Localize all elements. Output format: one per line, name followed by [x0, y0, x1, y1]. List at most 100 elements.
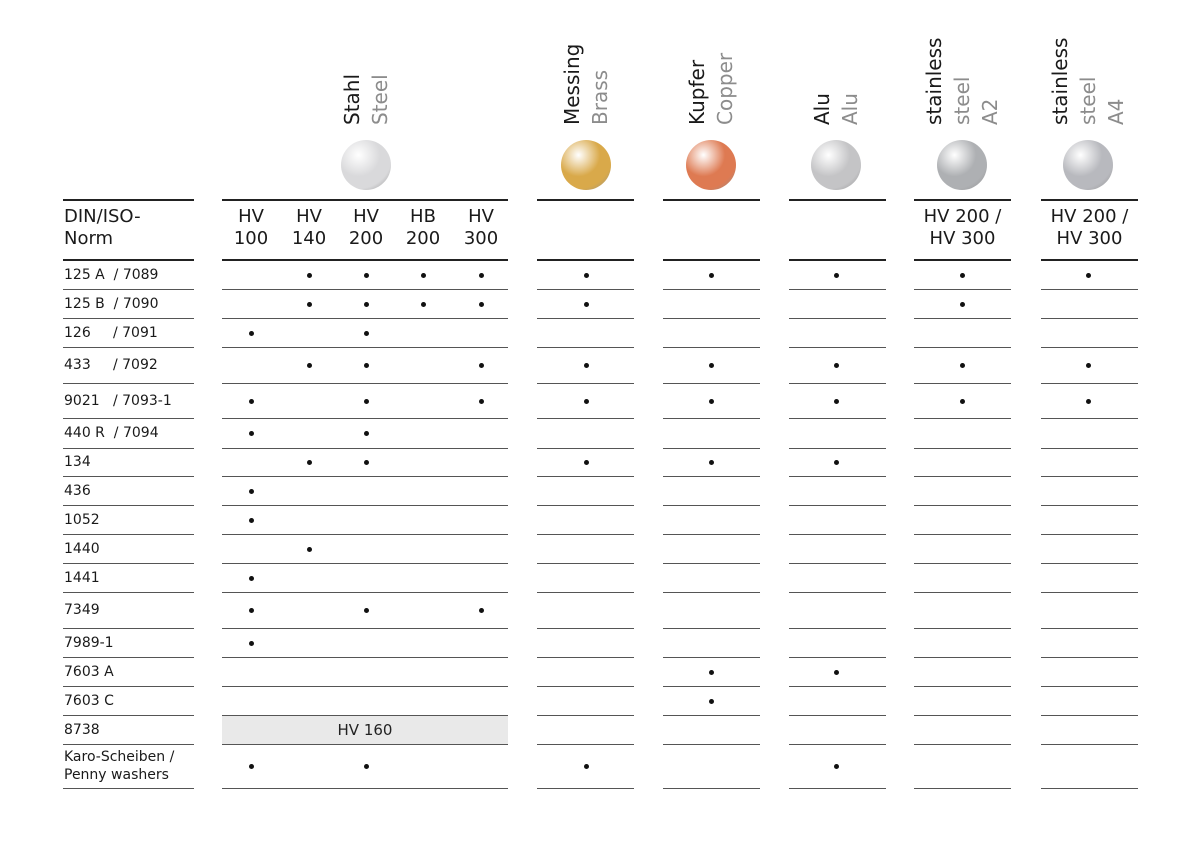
- material-a2-label-text2: steel: [950, 76, 974, 125]
- material-copper-label-line1: Kupfer: [683, 60, 711, 125]
- row-16-rule-6: [1041, 788, 1138, 789]
- row-3-rule-4: [789, 383, 886, 384]
- row-2-rule-6: [1041, 347, 1138, 348]
- material-a2-label-line2: steel: [948, 77, 976, 125]
- material-alu-label-line1: Alu: [808, 93, 836, 125]
- row-14-rule-2: [537, 715, 634, 716]
- material-a2-label-line1: stainless: [920, 38, 948, 125]
- material-a4-label-text2: steel: [1076, 76, 1100, 125]
- row-1-a2-dot: [959, 301, 965, 307]
- row-4-rule-6: [1041, 418, 1138, 419]
- hardness-header-4: HV 300: [451, 206, 511, 250]
- row-12-rule-5: [914, 657, 1011, 658]
- material-a4-swatch: [1063, 140, 1113, 190]
- row-7-rule-5: [914, 505, 1011, 506]
- row-0-hv140-dot: [306, 273, 312, 278]
- row-7-rule-0: [63, 505, 194, 506]
- row-16-hv200-dot: [363, 764, 369, 769]
- row-4-rule-3: [663, 418, 760, 419]
- row-5-rule-6: [1041, 448, 1138, 449]
- row-10-rule-0: [63, 592, 194, 593]
- row-11-hv200-dot: [363, 608, 369, 613]
- row-8-rule-3: [663, 534, 760, 535]
- row-10-rule-3: [663, 592, 760, 593]
- row-12-rule-3: [663, 657, 760, 658]
- row-6-rule-6: [1041, 476, 1138, 477]
- row-12-rule-6: [1041, 657, 1138, 658]
- row-0-hv200-dot: [363, 273, 369, 278]
- row-1-rule-0: [63, 318, 194, 319]
- row-13-rule-0: [63, 686, 194, 687]
- row-4-hv300-dot: [478, 398, 484, 404]
- row-8-rule-1: [222, 534, 508, 535]
- material-brass-label-text1: Messing: [560, 43, 584, 125]
- row-11-hv300-dot: [478, 608, 484, 613]
- row-3-alu-dot: [833, 363, 839, 368]
- row-14-copper-dot: [708, 698, 714, 704]
- row-label-14: 7603 C: [64, 692, 114, 709]
- row-3-rule-0: [63, 383, 194, 384]
- row-4-hv100-dot: [248, 398, 254, 404]
- row-5-rule-5: [914, 448, 1011, 449]
- row-label-15: 8738: [64, 721, 100, 738]
- norm-header-line2: Norm: [64, 228, 114, 249]
- row-15-rule-4: [789, 744, 886, 745]
- row-3-a2-dot: [959, 363, 965, 368]
- hardness-header-0-line2: 100: [233, 228, 269, 249]
- row-12-rule-0: [63, 657, 194, 658]
- hardness-header-3-line1: HB: [410, 206, 436, 227]
- row-6-rule-2: [537, 476, 634, 477]
- material-alu-label-text1: Alu: [810, 93, 834, 125]
- header-top-rule-2: [537, 199, 634, 201]
- row-14-rule-1: [222, 715, 508, 716]
- row-3-hv200-dot: [363, 363, 369, 368]
- hardness-header-2-line2: 200: [348, 228, 384, 249]
- row-8-rule-4: [789, 534, 886, 535]
- row-4-rule-5: [914, 418, 1011, 419]
- row-10-rule-2: [537, 592, 634, 593]
- row-3-rule-1: [222, 383, 508, 384]
- row-3-hv300-dot: [478, 363, 484, 368]
- row-6-rule-1: [222, 476, 508, 477]
- row-0-hv300-dot: [478, 273, 484, 278]
- row-9-hv140-dot: [306, 546, 312, 552]
- material-copper-swatch: [686, 140, 736, 190]
- row-7-rule-6: [1041, 505, 1138, 506]
- header-top-rule-6: [1041, 199, 1138, 201]
- row-13-rule-3: [663, 686, 760, 687]
- row-6-rule-5: [914, 476, 1011, 477]
- row-3-rule-6: [1041, 383, 1138, 384]
- row-13-rule-2: [537, 686, 634, 687]
- row-11-hv100-dot: [248, 608, 254, 613]
- row-9-rule-3: [663, 563, 760, 564]
- row-label-10: 1441: [64, 569, 100, 586]
- row-10-rule-6: [1041, 592, 1138, 593]
- row-label-8: 1052: [64, 511, 100, 528]
- row-8-hv100-dot: [248, 517, 254, 523]
- row-3-hv140-dot: [306, 363, 312, 368]
- row-5-rule-2: [537, 448, 634, 449]
- header-top-rule-5: [914, 199, 1011, 201]
- row-6-rule-3: [663, 476, 760, 477]
- header-top-rule-1: [222, 199, 508, 201]
- material-brass-label-line2: Brass: [586, 70, 614, 125]
- row-15-rule-3: [663, 744, 760, 745]
- row-2-rule-1: [222, 347, 508, 348]
- row-0-rule-4: [789, 289, 886, 290]
- row-label-7: 436: [64, 482, 91, 499]
- row-9-rule-6: [1041, 563, 1138, 564]
- row-16-hv100-dot: [248, 764, 254, 769]
- row-10-rule-5: [914, 592, 1011, 593]
- header-top-rule-4: [789, 199, 886, 201]
- row-4-brass-dot: [583, 398, 589, 404]
- row-12-rule-1: [222, 657, 508, 658]
- row-11-rule-2: [537, 628, 634, 629]
- row-label-5: 440 R / 7094: [64, 425, 159, 441]
- row-8-rule-0: [63, 534, 194, 535]
- hardness-header-2: HV 200: [336, 206, 396, 250]
- row-8-rule-5: [914, 534, 1011, 535]
- row-1-rule-3: [663, 318, 760, 319]
- row-0-copper-dot: [708, 273, 714, 278]
- row-5-rule-3: [663, 448, 760, 449]
- material-a4-label-text1: stainless: [1048, 37, 1072, 125]
